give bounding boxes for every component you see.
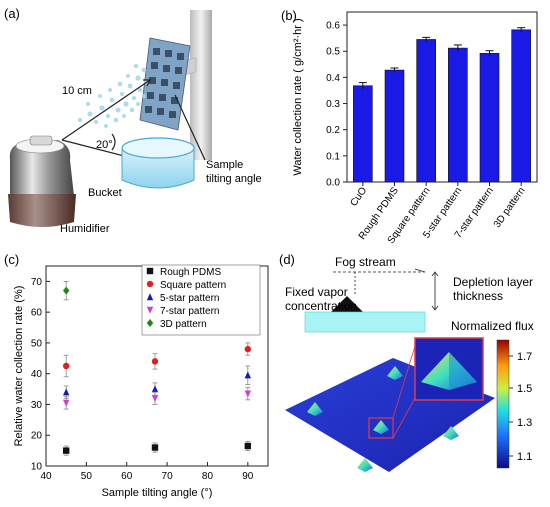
x-tick-label: 70: [162, 471, 174, 482]
marker-triangle-down: [146, 306, 154, 314]
scatter-chart: (c) 10 20 30 40 50 60 70 40 50 60 70 80 90 Sample til…: [4, 252, 269, 499]
plot-frame: [346, 11, 538, 183]
fixed-vapor-label-1: Fixed vapor: [285, 285, 348, 299]
panel-a-illustration: (a) 10 cm 20° Sample tilting angle Bucke…: [4, 6, 262, 235]
flux-surface: [285, 337, 495, 472]
legend: Rough PDMS Square pattern 5-star pattern 7-…: [141, 264, 261, 336]
marker-square: [244, 442, 252, 450]
marker-diamond: [146, 319, 154, 327]
depletion-schematic: Fog stream Fixed vapor concentration Dep…: [285, 255, 533, 333]
y-tick-label: 0.5: [326, 47, 340, 58]
x-axis-label: Sample tilting angle (°): [102, 487, 213, 499]
panel-d-label: (d): [279, 252, 295, 267]
fog-stream-label: Fog stream: [335, 255, 396, 269]
marker-triangle-up: [244, 371, 252, 379]
legend-entry: 3D pattern: [160, 319, 207, 330]
y-tick-label: 30: [31, 400, 43, 411]
depletion-label-2: thickness: [453, 289, 503, 303]
bucket-label: Bucket: [88, 187, 122, 199]
marker-triangle-up: [62, 388, 70, 396]
marker-diamond: [62, 286, 70, 295]
panel-b: (b) 0.0 0.1 0.2 0.3 0.4 0.5 0.6 CuO Rough PDMS Sq…: [275, 0, 550, 250]
fog-stream-icon: [77, 63, 149, 128]
colorbar-tick: 1.7: [517, 351, 532, 363]
series: [62, 342, 252, 378]
bar: [479, 53, 500, 183]
x-tick-label: 90: [242, 471, 254, 482]
colorbar-tick: 1.1: [517, 451, 532, 463]
y-tick-label: 0.6: [326, 21, 340, 32]
legend-entry: Rough PDMS: [160, 267, 221, 278]
colorbar-tick: 1.5: [517, 383, 532, 395]
panel-a: (a) 10 cm 20° Sample tilting angle Bucke…: [0, 0, 275, 250]
y-tick-label: 0.2: [326, 125, 340, 136]
normalized-flux-label: Normalized flux: [451, 319, 534, 333]
marker-circle: [146, 280, 154, 288]
bar: [416, 39, 436, 183]
panel-c-label: (c): [4, 252, 19, 267]
sample-plate-icon: [139, 37, 191, 131]
y-axis-label: Water collection rate ( g/cm²·hr ): [292, 18, 304, 175]
distance-arrow: [61, 79, 206, 161]
bucket-icon: [121, 137, 195, 189]
marker-circle: [62, 362, 70, 370]
y-tick-label: 0.3: [326, 99, 340, 110]
y-tick-label: 20: [31, 431, 43, 442]
bar: [384, 69, 405, 183]
series: [62, 387, 252, 410]
marker-circle: [151, 358, 159, 365]
legend-box: [141, 264, 261, 336]
x-tick-label: 3D pattern: [492, 185, 528, 230]
marker-circle: [244, 345, 252, 353]
colorbar-tick: 1.3: [517, 417, 532, 429]
legend-entry: 7-star pattern: [160, 306, 219, 317]
y-tick-label: 0.1: [326, 151, 340, 162]
depletion-label-1: Depletion layer: [453, 275, 533, 289]
series: [62, 365, 252, 399]
marker-square: [146, 267, 154, 275]
panel-d: (d) Fog stream Fixed vapor concentration…: [275, 250, 550, 502]
y-tick-label: 60: [31, 308, 43, 319]
marker-triangle-up: [146, 293, 154, 301]
humidifier-label: Humidifier: [60, 223, 110, 235]
y-tick-label: 0.0: [326, 178, 340, 189]
sample-tilt-label-2: tilting angle: [206, 173, 262, 185]
y-tick-label: 50: [31, 338, 43, 349]
bar: [448, 47, 468, 183]
panel-c: (c) 10 20 30 40 50 60 70 40 50 60 70 80 90 Sample til…: [0, 250, 275, 502]
fixed-vapor-label-2: concentration: [285, 299, 357, 313]
marker-square: [151, 444, 159, 451]
x-tick-label: 80: [202, 471, 214, 482]
y-tick-label: 40: [31, 369, 43, 380]
x-tick-label: 60: [121, 471, 133, 482]
marker-square: [62, 447, 70, 454]
angle-label: 20°: [96, 139, 113, 151]
panel-a-label: (a): [4, 6, 20, 21]
marker-triangle-up: [151, 385, 159, 393]
marker-triangle-down: [244, 390, 252, 398]
y-tick-label: 0.4: [326, 73, 340, 84]
bar: [511, 29, 531, 183]
y-axis-label: Relative water collection rate (%): [13, 286, 25, 447]
x-tick-label: CuO: [348, 185, 369, 208]
series: [62, 440, 252, 456]
x-tick-label: 50: [81, 471, 93, 482]
colorbar: 1.7 1.5 1.3 1.1: [496, 339, 532, 469]
panel-b-label: (b): [281, 8, 297, 23]
marker-triangle-down: [151, 395, 159, 403]
distance-label: 10 cm: [62, 85, 92, 97]
panel-d-illustration: (d) Fog stream Fixed vapor concentration…: [279, 252, 534, 472]
marker-triangle-down: [62, 399, 70, 407]
legend-entry: 5-star pattern: [160, 293, 219, 304]
y-tick-label: 10: [31, 462, 43, 473]
y-tick-label: 70: [31, 277, 43, 288]
legend-entry: Square pattern: [160, 280, 226, 291]
sample-tilt-label-1: Sample: [206, 159, 243, 171]
humidifier-icon: [8, 135, 76, 227]
bar: [353, 85, 373, 183]
x-tick-label: 40: [40, 471, 52, 482]
pyramid-icon: [331, 296, 363, 312]
